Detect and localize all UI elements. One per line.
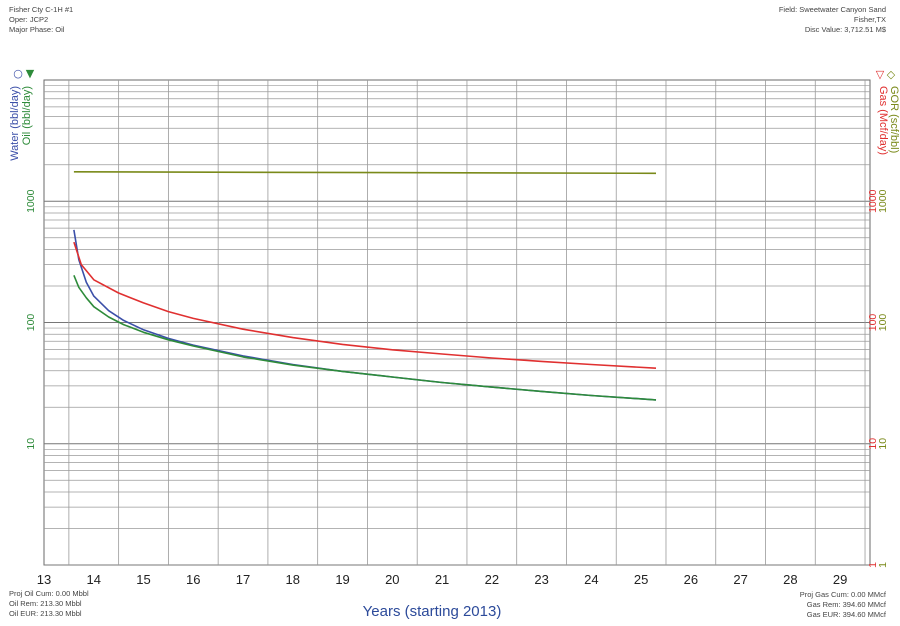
x-tick-label: 21 [435,572,449,587]
x-tick-label: 28 [783,572,797,587]
gas-triangle-icon: ▽ [876,68,885,81]
right-axis-label: Gas (Mcf/day) [877,86,889,155]
y-tick-label-left: 10 [25,438,37,450]
left-axis-label: Water (bbl/day) [9,86,21,161]
major-phase: Major Phase: Oil [9,25,65,34]
x-tick-label: 25 [634,572,648,587]
proj-gas-cum: Proj Gas Cum: 0.00 MMcf [799,590,886,599]
x-tick-label: 29 [833,572,847,587]
right-axis-label: GOR (scf/bbl) [888,86,900,153]
well-name: Fisher Cty C-1H #1 [9,5,74,14]
footer-right: Proj Gas Cum: 0.00 MMcf Gas Rem: 394.60 … [800,590,886,620]
y-tick-label-right-gor: 1 [877,562,889,568]
x-tick-label: 14 [87,572,101,587]
gas-rem: Gas Rem: 394.60 MMcf [806,600,886,609]
oil-rem: Oil Rem: 213.30 Mbbl [9,599,82,608]
series-line-gas [73,241,657,369]
oil-triangle-icon: ▼ [26,67,35,80]
location: Fisher,TX [853,15,886,24]
x-tick-label: 19 [335,572,349,587]
x-tick-label: 16 [186,572,200,587]
footer-left: Proj Oil Cum: 0.00 Mbbl Oil Rem: 213.30 … [9,589,89,619]
series-line-gor [73,171,657,175]
disc-value: Disc Value: 3,712.51 M$ [804,25,886,34]
x-axis-label: Years (starting 2013) [362,603,502,620]
y-tick-label-right-gas: 1 [867,562,879,568]
x-axis-label-wrap: Years (starting 2013) [0,603,900,620]
x-tick-label: 20 [385,572,399,587]
y-tick-label-left: 1000 [25,189,37,213]
y-tick-label-left: 100 [25,314,37,332]
field-name: Field: Sweetwater Canyon Sand [778,5,886,14]
x-tick-label: 23 [534,572,548,587]
x-tick-label: 27 [733,572,747,587]
left-axis-label: Oil (bbl/day) [21,86,33,145]
y-tick-label-right-gas: 1000 [867,189,879,213]
x-tick-label: 13 [37,572,51,587]
x-tick-label: 22 [485,572,499,587]
x-tick-label: 17 [236,572,250,587]
operator: Oper: JCP2 [9,15,49,24]
y-tick-label-right-gas: 10 [867,438,879,450]
proj-oil-cum: Proj Oil Cum: 0.00 Mbbl [9,589,89,598]
y-tick-label-right-gor: 10 [877,438,889,450]
x-tick-label: 26 [684,572,698,587]
header-left: Fisher Cty C-1H #1 Oper: JCP2 Major Phas… [9,5,73,35]
y-tick-label-right-gas: 100 [867,314,879,332]
y-tick-label-right-gor: 100 [877,314,889,332]
water-circle-icon: ○ [13,67,23,80]
gor-diamond-icon: ◇ [887,68,896,81]
y-tick-label-right-gor: 1000 [877,189,889,213]
oil-eur: Oil EUR: 213.30 Mbbl [9,609,82,618]
x-tick-label: 15 [136,572,150,587]
series-line-oil [73,274,657,401]
gas-eur: Gas EUR: 394.60 MMcf [806,610,886,619]
x-tick-label: 24 [584,572,598,587]
header-right: Field: Sweetwater Canyon Sand Fisher,TX … [779,5,886,35]
x-tick-label: 18 [286,572,300,587]
